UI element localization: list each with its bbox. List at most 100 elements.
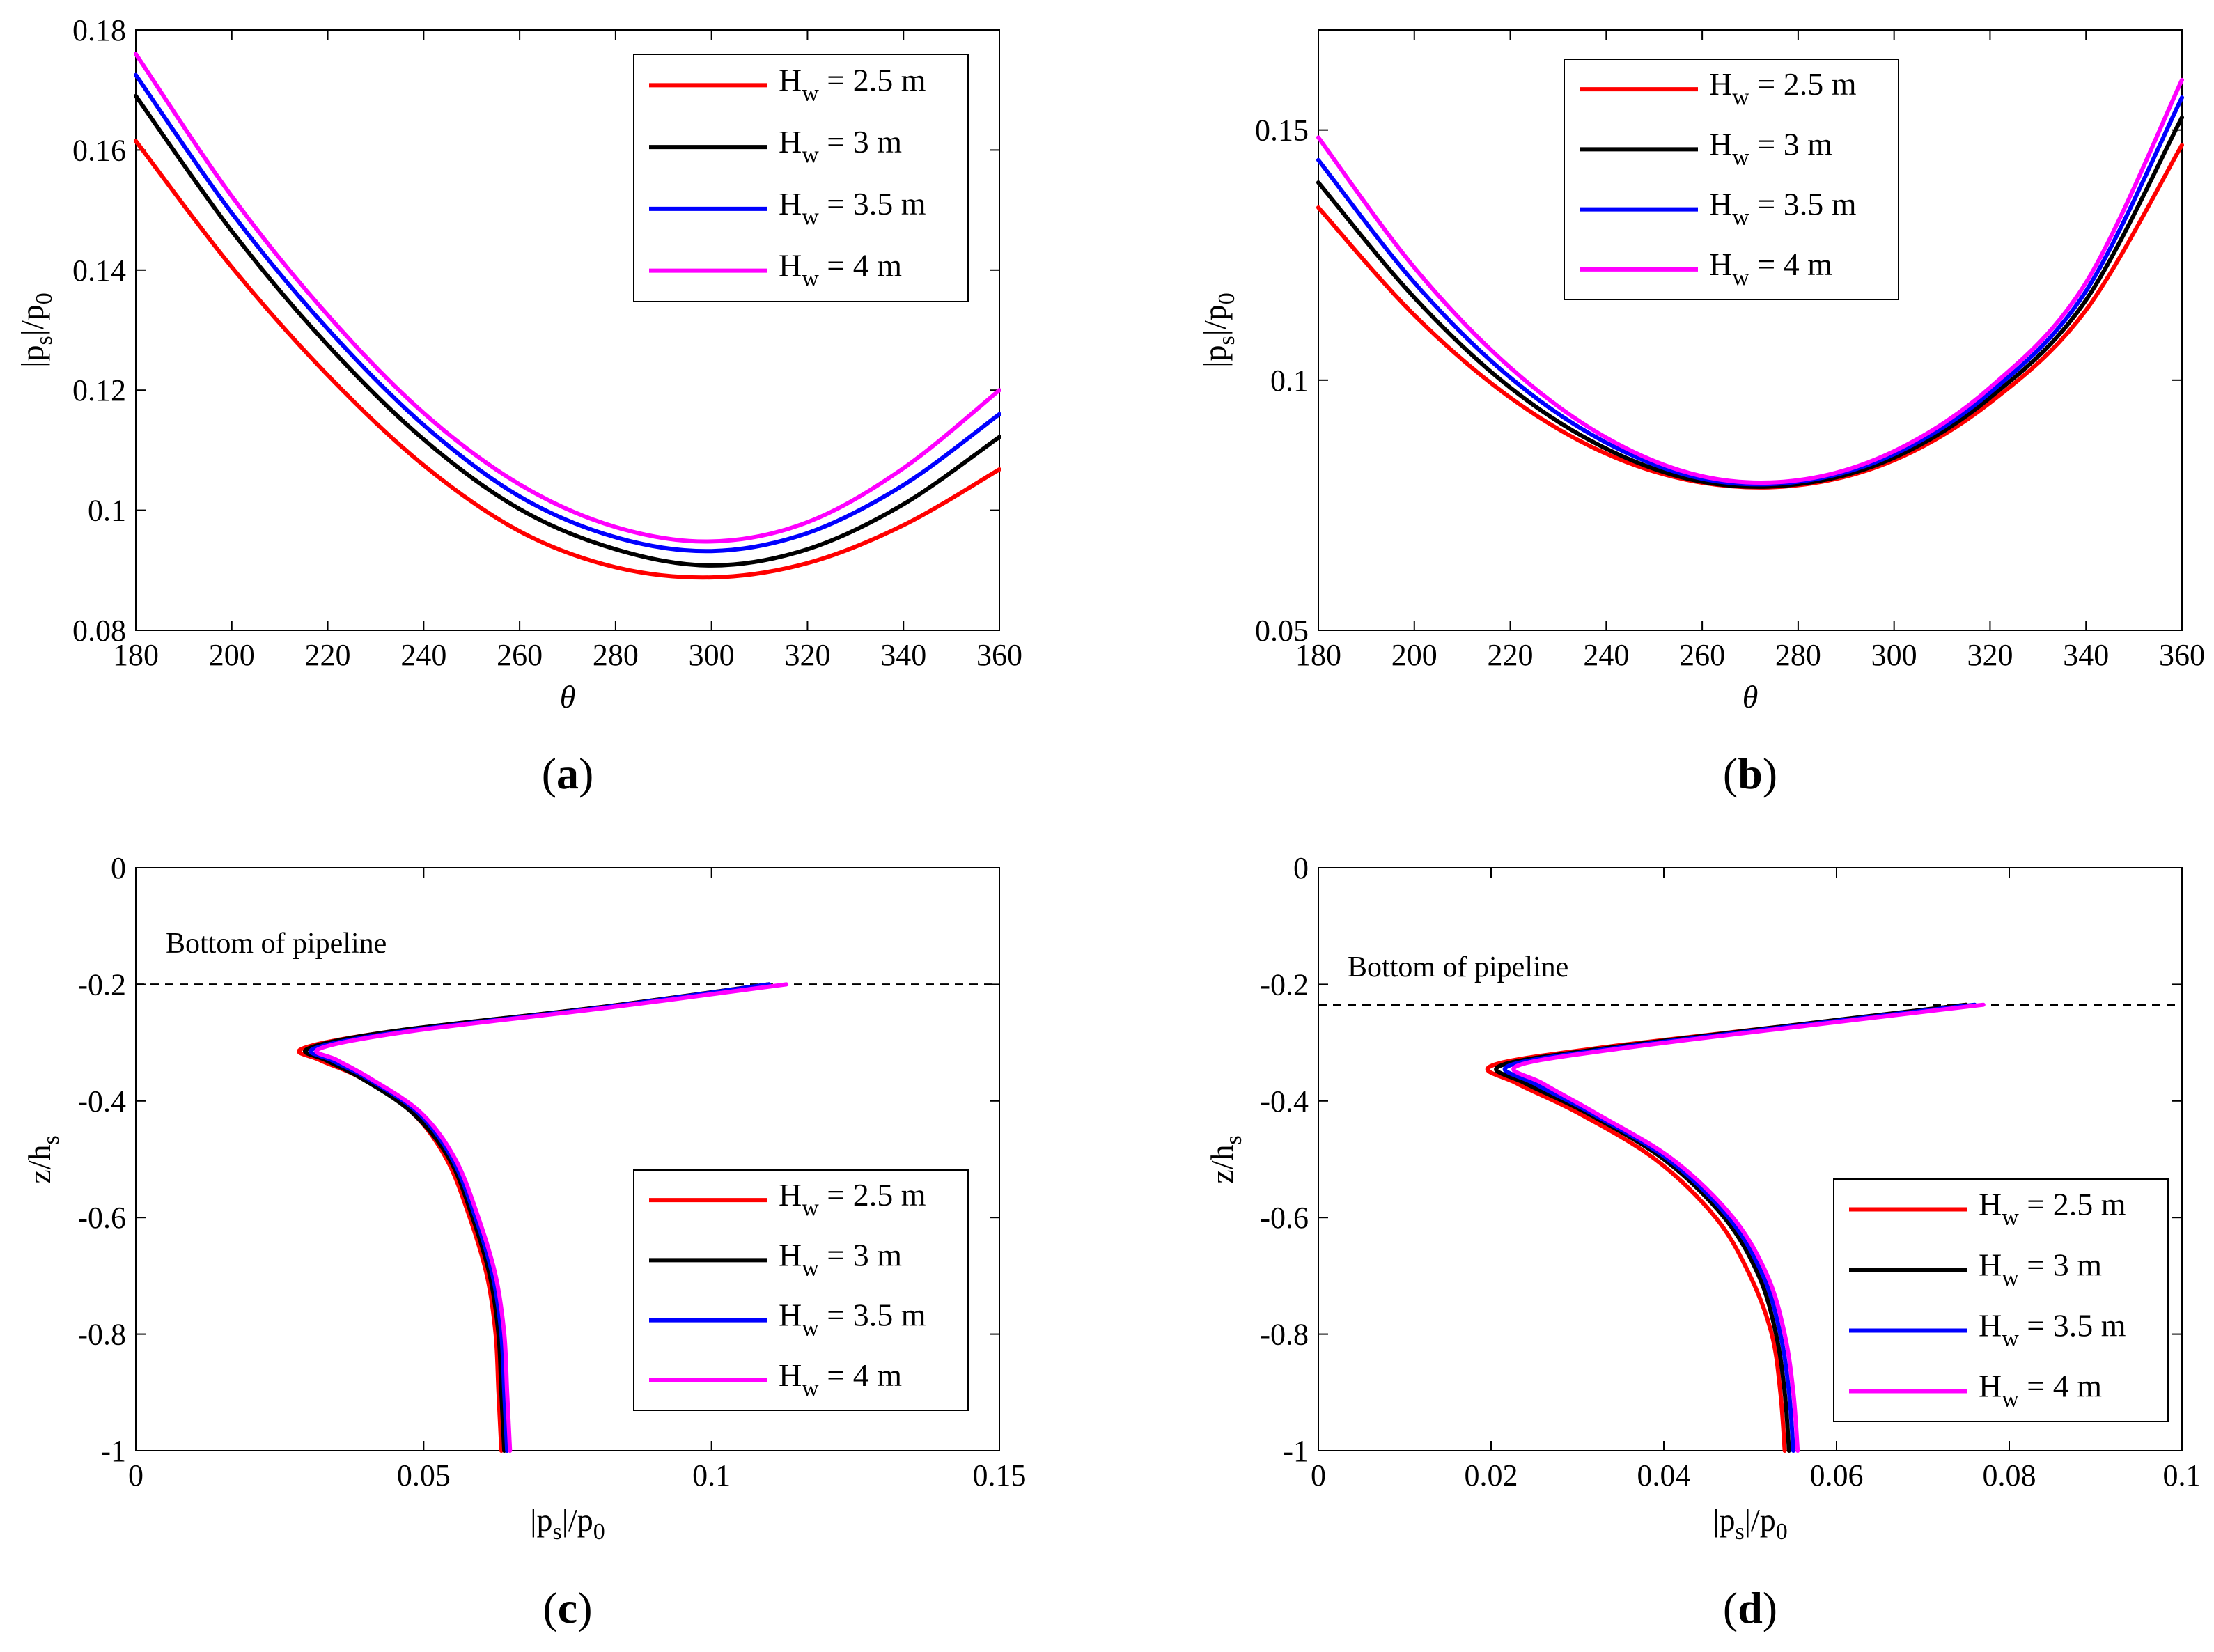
x-tick-label: 240 xyxy=(1583,638,1629,672)
y-tick-label: 0.12 xyxy=(72,373,126,407)
x-tick-label: 200 xyxy=(209,638,255,672)
x-tick-label: 220 xyxy=(1488,638,1534,672)
annotation-label: Bottom of pipeline xyxy=(166,928,387,960)
y-tick-label: -0.8 xyxy=(77,1318,126,1352)
y-tick-label: -0.8 xyxy=(1260,1318,1309,1352)
ticks-d: 0 0.02 0.04 0.06 0.08 0.1 -1 -0.8 -0.6 -0.4 -0.2 0 xyxy=(1260,851,2201,1493)
x-tick-label: 320 xyxy=(784,638,830,672)
legend-entry: Hw = 3.5 m xyxy=(779,1298,926,1341)
y-axis-label-d: z/hs xyxy=(1204,1135,1247,1183)
y-tick-label: 0.05 xyxy=(1255,614,1309,648)
x-tick-label: 280 xyxy=(593,638,639,672)
y-tick-label: 0.08 xyxy=(72,614,126,648)
legend-entry: Hw = 3.5 m xyxy=(1709,187,1857,231)
y-tick-label: -0.6 xyxy=(77,1201,126,1235)
panel-caption-b: (b) xyxy=(1723,749,1777,798)
ticks-c: 0 0.05 0.1 0.15 -1 -0.8 -0.6 -0.4 -0.2 0 xyxy=(77,851,1026,1493)
legend-box xyxy=(633,54,969,302)
panel-caption-d: (d) xyxy=(1723,1583,1777,1632)
y-tick-label: 0 xyxy=(111,851,126,885)
chart-panel-d: 0 0.02 0.04 0.06 0.08 0.1 -1 -0.8 -0.6 -0.4 -0.20 … xyxy=(1204,851,2201,1632)
svg-text:|ps|/p0: |ps|/p0 xyxy=(15,293,57,367)
y-tick-label: -0.2 xyxy=(1260,967,1309,1002)
ticks-b: 180 200 220 240 260 280 300 320 340 360 0.05 0.1 0.1… xyxy=(1255,30,2205,672)
legend-entry: Hw = 3 m xyxy=(1979,1247,2102,1291)
legend-entry: Hw = 4 m xyxy=(779,1357,902,1401)
svg-text:z/hs: z/hs xyxy=(22,1135,64,1183)
x-tick-label: 0 xyxy=(1311,1458,1326,1493)
y-tick-label: 0.16 xyxy=(72,133,126,167)
x-tick-label: 0.1 xyxy=(692,1458,731,1493)
y-tick-label: 0.14 xyxy=(72,254,126,288)
x-tick-label: 0.04 xyxy=(1637,1458,1691,1493)
panel-caption-a: (a) xyxy=(542,749,594,798)
x-tick-label: 320 xyxy=(1967,638,2013,672)
series-line xyxy=(314,982,789,1453)
legend-entry: Hw = 3 m xyxy=(1709,126,1832,170)
x-tick-label: 260 xyxy=(1679,638,1725,672)
x-tick-label: 0.1 xyxy=(2163,1458,2201,1493)
x-tick-label: 240 xyxy=(400,638,446,672)
legend-entry: Hw = 3 m xyxy=(779,1237,902,1281)
chart-panel-c: 0 0.05 0.1 0.15 -1 -0.8 -0.6 -0.4 -0.2 0 Bottom o… xyxy=(22,851,1027,1632)
panel-caption-c: (c) xyxy=(543,1583,592,1632)
legend-d: Hw = 2.5 m Hw = 3 m Hw = 3.5 m Hw = 4 m xyxy=(1833,1178,2169,1422)
x-tick-label: 360 xyxy=(2159,638,2205,672)
x-tick-label: 280 xyxy=(1775,638,1821,672)
plot-frame-b xyxy=(1318,29,2183,631)
legend-entry: Hw = 2.5 m xyxy=(1979,1187,2126,1231)
chart-panel-b: 180 200 220 240 260 280 300 320 340 360 0.05 0.1 0.1… xyxy=(1197,29,2205,798)
legend-c: Hw = 2.5 m Hw = 3 m Hw = 3.5 m Hw = 4 m xyxy=(633,1169,969,1411)
annotation-group-c: Bottom of pipeline xyxy=(136,928,999,985)
series-group-d xyxy=(1485,1002,1986,1453)
x-tick-label: 0 xyxy=(128,1458,143,1493)
x-tick-label: 0.06 xyxy=(1810,1458,1864,1493)
x-axis-label-c: |ps|/p0 xyxy=(530,1502,605,1545)
y-axis-label-a: |ps|/p0 xyxy=(15,293,57,367)
ticks-a: 180 200 220 240 260 280 300 320 340 360 0.08 0.1 0.1… xyxy=(72,13,1022,672)
y-tick-label: -0.4 xyxy=(77,1084,126,1119)
y-tick-label: 0 xyxy=(1293,851,1309,885)
legend-entry: Hw = 2.5 m xyxy=(779,1177,926,1221)
legend-a: Hw = 2.5 m Hw = 3 m Hw = 3.5 m Hw = 4 m xyxy=(633,54,969,302)
x-tick-label: 220 xyxy=(305,638,351,672)
series-line xyxy=(1316,77,2184,485)
x-tick-label: 360 xyxy=(976,638,1022,672)
y-tick-label: -1 xyxy=(1283,1434,1309,1468)
x-tick-label: 300 xyxy=(689,638,735,672)
x-tick-label: 340 xyxy=(2063,638,2109,672)
y-axis-label-c: z/hs xyxy=(22,1135,64,1183)
chart-panel-a: 180 200 220 240 260 280 300 320 340 360 0.08 0.1 0.1… xyxy=(15,13,1022,798)
x-tick-label: 200 xyxy=(1391,638,1437,672)
x-tick-label: 180 xyxy=(113,638,159,672)
legend-entry: Hw = 3.5 m xyxy=(1979,1308,2126,1352)
series-line xyxy=(134,93,1001,568)
x-tick-label: 260 xyxy=(497,638,543,672)
legend-entry: Hw = 3 m xyxy=(779,124,902,168)
x-tick-label: 0.15 xyxy=(973,1458,1027,1493)
series-line xyxy=(1511,1002,1986,1453)
legend-entry: Hw = 2.5 m xyxy=(779,62,926,106)
plot-frame-a xyxy=(135,29,1000,631)
annotation-label: Bottom of pipeline xyxy=(1348,951,1568,983)
svg-text:|ps|/p0: |ps|/p0 xyxy=(1713,1502,1787,1545)
x-tick-label: 340 xyxy=(880,638,926,672)
series-line xyxy=(134,52,1001,544)
series-group-b xyxy=(1316,77,2184,490)
series-group-c xyxy=(297,982,789,1453)
legend-b: Hw = 2.5 m Hw = 3 m Hw = 3.5 m Hw = 4 m xyxy=(1564,59,1899,300)
x-axis-label-a: θ xyxy=(560,679,576,715)
y-tick-label: 0.1 xyxy=(1270,364,1309,398)
plot-frame-d xyxy=(1318,867,2183,1451)
legend-box xyxy=(1564,59,1899,300)
svg-text:|ps|/p0: |ps|/p0 xyxy=(530,1502,605,1545)
y-tick-label: -0.4 xyxy=(1260,1084,1309,1119)
x-axis-label-b: θ xyxy=(1743,679,1759,715)
y-axis-label-b: |ps|/p0 xyxy=(1197,293,1240,367)
legend-entry: Hw = 4 m xyxy=(779,248,902,292)
legend-entry: Hw = 4 m xyxy=(1709,247,1832,290)
y-tick-label: -0.6 xyxy=(1260,1201,1309,1235)
series-line xyxy=(134,72,1001,554)
y-tick-label: -1 xyxy=(100,1434,126,1468)
